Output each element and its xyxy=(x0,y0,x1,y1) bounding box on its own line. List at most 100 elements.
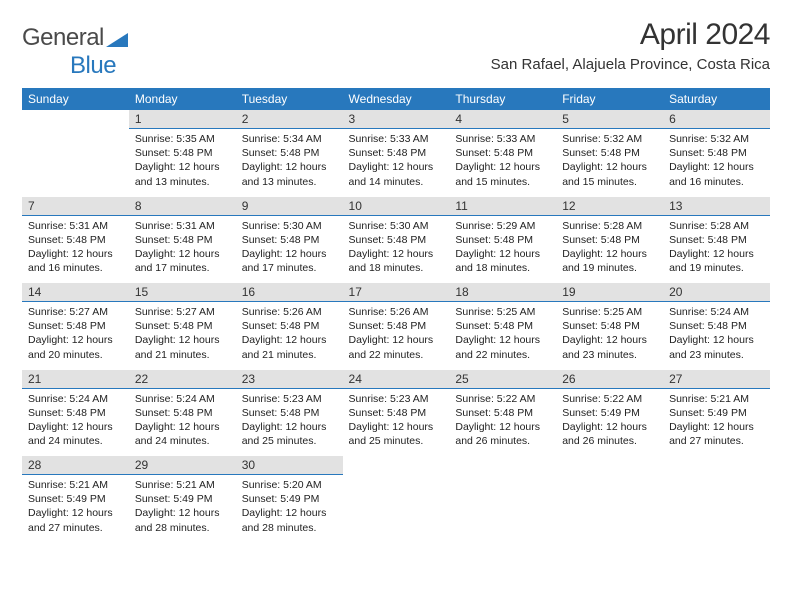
calendar-page: GeneralBlue April 2024 San Rafael, Alaju… xyxy=(0,0,792,561)
day-d2: and 13 minutes. xyxy=(242,175,337,189)
day-content-cell: Sunrise: 5:24 AMSunset: 5:48 PMDaylight:… xyxy=(22,388,129,456)
day-sr: Sunrise: 5:21 AM xyxy=(28,478,123,492)
day-content-cell: Sunrise: 5:33 AMSunset: 5:48 PMDaylight:… xyxy=(343,129,450,197)
day-d1: Daylight: 12 hours xyxy=(135,333,230,347)
day-d1: Daylight: 12 hours xyxy=(349,247,444,261)
day-number-cell: 22 xyxy=(129,370,236,389)
day-d1: Daylight: 12 hours xyxy=(669,420,764,434)
day-ss: Sunset: 5:49 PM xyxy=(28,492,123,506)
day-number-cell: 1 xyxy=(129,110,236,129)
day-sr: Sunrise: 5:35 AM xyxy=(135,132,230,146)
day-ss: Sunset: 5:49 PM xyxy=(669,406,764,420)
month-title: April 2024 xyxy=(491,18,770,52)
day-sr: Sunrise: 5:30 AM xyxy=(349,219,444,233)
day-number-cell: 16 xyxy=(236,283,343,302)
day-content-cell: Sunrise: 5:23 AMSunset: 5:48 PMDaylight:… xyxy=(343,388,450,456)
day-d2: and 25 minutes. xyxy=(349,434,444,448)
day-d1: Daylight: 12 hours xyxy=(242,160,337,174)
day-ss: Sunset: 5:48 PM xyxy=(242,319,337,333)
day-ss: Sunset: 5:48 PM xyxy=(135,406,230,420)
day-number-cell: 11 xyxy=(449,197,556,216)
day-d2: and 14 minutes. xyxy=(349,175,444,189)
day-number-cell: 14 xyxy=(22,283,129,302)
day-number-cell xyxy=(663,456,770,475)
day-ss: Sunset: 5:48 PM xyxy=(349,406,444,420)
day-number-cell: 27 xyxy=(663,370,770,389)
day-d2: and 13 minutes. xyxy=(135,175,230,189)
day-d1: Daylight: 12 hours xyxy=(562,333,657,347)
day-content-cell: Sunrise: 5:30 AMSunset: 5:48 PMDaylight:… xyxy=(343,215,450,283)
day-d2: and 21 minutes. xyxy=(135,348,230,362)
day-number-cell: 30 xyxy=(236,456,343,475)
day-content-cell: Sunrise: 5:28 AMSunset: 5:48 PMDaylight:… xyxy=(556,215,663,283)
day-d2: and 25 minutes. xyxy=(242,434,337,448)
day-ss: Sunset: 5:48 PM xyxy=(28,233,123,247)
day-d2: and 16 minutes. xyxy=(669,175,764,189)
day-content-cell: Sunrise: 5:28 AMSunset: 5:48 PMDaylight:… xyxy=(663,215,770,283)
day-content-cell: Sunrise: 5:25 AMSunset: 5:48 PMDaylight:… xyxy=(556,302,663,370)
calendar-table: SundayMondayTuesdayWednesdayThursdayFrid… xyxy=(22,88,770,543)
day-content-cell: Sunrise: 5:27 AMSunset: 5:48 PMDaylight:… xyxy=(129,302,236,370)
day-d1: Daylight: 12 hours xyxy=(349,333,444,347)
day-ss: Sunset: 5:48 PM xyxy=(562,146,657,160)
day-ss: Sunset: 5:48 PM xyxy=(349,146,444,160)
day-header: Friday xyxy=(556,88,663,110)
day-d1: Daylight: 12 hours xyxy=(455,333,550,347)
day-sr: Sunrise: 5:28 AM xyxy=(669,219,764,233)
day-d1: Daylight: 12 hours xyxy=(349,160,444,174)
day-header: Monday xyxy=(129,88,236,110)
day-d1: Daylight: 12 hours xyxy=(135,247,230,261)
day-d1: Daylight: 12 hours xyxy=(455,420,550,434)
day-number-cell xyxy=(343,456,450,475)
day-number-cell: 4 xyxy=(449,110,556,129)
day-d2: and 15 minutes. xyxy=(562,175,657,189)
day-d2: and 24 minutes. xyxy=(135,434,230,448)
day-d1: Daylight: 12 hours xyxy=(455,247,550,261)
day-sr: Sunrise: 5:26 AM xyxy=(242,305,337,319)
day-d2: and 15 minutes. xyxy=(455,175,550,189)
day-number-cell: 28 xyxy=(22,456,129,475)
day-content-cell: Sunrise: 5:21 AMSunset: 5:49 PMDaylight:… xyxy=(663,388,770,456)
day-header: Saturday xyxy=(663,88,770,110)
day-content-cell xyxy=(663,475,770,543)
day-header: Wednesday xyxy=(343,88,450,110)
day-d1: Daylight: 12 hours xyxy=(135,506,230,520)
day-sr: Sunrise: 5:23 AM xyxy=(349,392,444,406)
day-number-cell: 2 xyxy=(236,110,343,129)
day-number-cell: 29 xyxy=(129,456,236,475)
day-content-cell: Sunrise: 5:22 AMSunset: 5:49 PMDaylight:… xyxy=(556,388,663,456)
day-d2: and 22 minutes. xyxy=(349,348,444,362)
day-sr: Sunrise: 5:31 AM xyxy=(28,219,123,233)
logo-text-2: Blue xyxy=(22,52,116,79)
day-header: Tuesday xyxy=(236,88,343,110)
day-ss: Sunset: 5:48 PM xyxy=(349,319,444,333)
day-sr: Sunrise: 5:22 AM xyxy=(562,392,657,406)
day-sr: Sunrise: 5:32 AM xyxy=(562,132,657,146)
day-d1: Daylight: 12 hours xyxy=(562,420,657,434)
day-ss: Sunset: 5:48 PM xyxy=(669,233,764,247)
day-d2: and 23 minutes. xyxy=(669,348,764,362)
day-d1: Daylight: 12 hours xyxy=(28,506,123,520)
day-content-cell: Sunrise: 5:32 AMSunset: 5:48 PMDaylight:… xyxy=(663,129,770,197)
week-content-row: Sunrise: 5:35 AMSunset: 5:48 PMDaylight:… xyxy=(22,129,770,197)
day-number-cell: 8 xyxy=(129,197,236,216)
header: GeneralBlue April 2024 San Rafael, Alaju… xyxy=(22,18,770,80)
day-number-cell xyxy=(22,110,129,129)
day-content-cell xyxy=(343,475,450,543)
day-d1: Daylight: 12 hours xyxy=(242,247,337,261)
day-sr: Sunrise: 5:24 AM xyxy=(669,305,764,319)
week-number-row: 78910111213 xyxy=(22,197,770,216)
day-content-cell xyxy=(556,475,663,543)
day-sr: Sunrise: 5:30 AM xyxy=(242,219,337,233)
day-ss: Sunset: 5:49 PM xyxy=(135,492,230,506)
logo: GeneralBlue xyxy=(22,24,128,80)
day-content-cell: Sunrise: 5:31 AMSunset: 5:48 PMDaylight:… xyxy=(129,215,236,283)
day-content-cell: Sunrise: 5:35 AMSunset: 5:48 PMDaylight:… xyxy=(129,129,236,197)
day-ss: Sunset: 5:48 PM xyxy=(562,319,657,333)
day-content-cell: Sunrise: 5:29 AMSunset: 5:48 PMDaylight:… xyxy=(449,215,556,283)
week-content-row: Sunrise: 5:27 AMSunset: 5:48 PMDaylight:… xyxy=(22,302,770,370)
day-d2: and 18 minutes. xyxy=(349,261,444,275)
day-ss: Sunset: 5:48 PM xyxy=(135,319,230,333)
day-sr: Sunrise: 5:32 AM xyxy=(669,132,764,146)
day-d2: and 16 minutes. xyxy=(28,261,123,275)
